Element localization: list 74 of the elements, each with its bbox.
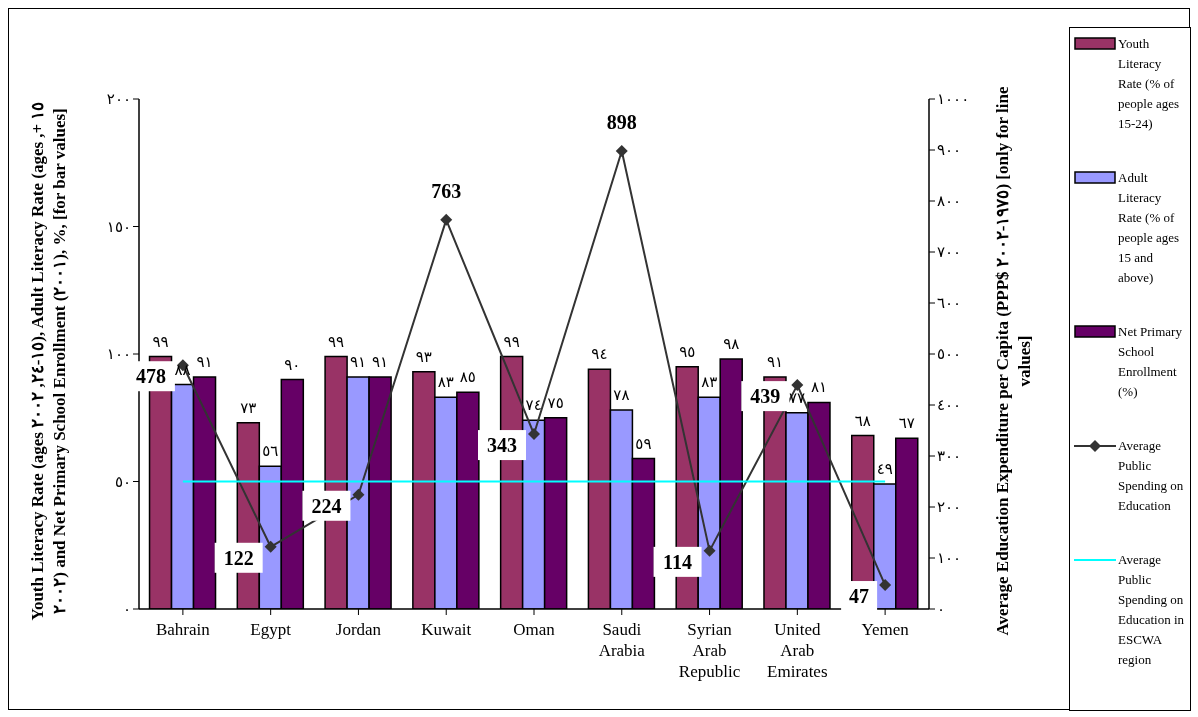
data-label: ٧٤ xyxy=(525,396,542,415)
y-tick-label: ٠ xyxy=(122,600,131,619)
data-label: 47 xyxy=(849,585,870,608)
data-label: ٩٣ xyxy=(415,347,432,366)
data-label: ٥٦ xyxy=(262,442,279,461)
point xyxy=(615,145,628,158)
legend-label: Youth Literacy Rate (% of people ages 15-24) xyxy=(1118,35,1180,133)
y2-tick-label: ٦٠٠ xyxy=(937,294,962,313)
point xyxy=(264,540,277,553)
x-tick-label: Bahrain xyxy=(155,620,211,639)
data-label: ٦٨ xyxy=(854,411,871,430)
x-tick-label: Kuwait xyxy=(421,620,472,639)
data-label: 224 xyxy=(311,494,342,517)
y-tick-label: ١٠٠ xyxy=(106,345,131,364)
data-label: 898 xyxy=(606,111,637,134)
data-label: 343 xyxy=(487,434,517,457)
data-label: ٦٧ xyxy=(898,414,915,433)
y2-tick-label: ٨٠٠ xyxy=(937,192,962,211)
y2-tick-label: ١٠٠ xyxy=(937,549,962,568)
data-label: ٧٥ xyxy=(547,393,564,412)
data-label: ٤٩ xyxy=(876,460,893,479)
x-tick-label: Jordan xyxy=(335,620,382,639)
data-label: ٩١ xyxy=(766,352,784,371)
x-tick-label: Oman xyxy=(513,620,556,639)
y2-tick-label: ٩٠٠ xyxy=(937,141,962,160)
point xyxy=(879,579,892,592)
data-label: 122 xyxy=(223,546,254,569)
y-tick-label: ٢٠٠ xyxy=(106,90,131,109)
legend-label: Net Primary School Enrollment (%) xyxy=(1118,323,1183,401)
x-tick-label: Saudi Arabia xyxy=(598,620,646,660)
point xyxy=(440,213,453,226)
data-label: ٨١ xyxy=(810,378,828,397)
point xyxy=(352,488,365,501)
y2-tick-label: ٣٠٠ xyxy=(937,447,962,466)
data-label: ٩١ xyxy=(196,352,213,371)
point xyxy=(528,428,540,441)
y-tick-label: ١٥٠ xyxy=(106,217,131,236)
data-label: ٩٥ xyxy=(679,342,696,361)
point xyxy=(703,544,716,557)
y2-tick-label: ٧٠٠ xyxy=(937,243,962,262)
data-label: 114 xyxy=(663,550,693,573)
data-label: ٧٨ xyxy=(613,386,630,405)
legend-label: Adult Literacy Rate (% of people ages 15 and above) xyxy=(1118,169,1180,287)
data-label: 439 xyxy=(750,385,781,408)
data-label: ٧٣ xyxy=(240,398,257,417)
data-label: ٩٩ xyxy=(503,332,520,351)
y2-tick-label: ٢٠٠ xyxy=(937,498,962,517)
y2-tick-label: ٥٠٠ xyxy=(937,345,962,364)
y-axis-title: Youth Literacy Rate (ages ١٥-٢٤, ٢٠٠٢), Adult Literacy Rate (ages ١٥ +, ٢٠٠٢) and Net Primary School Enrollment (٢٠٠١), %, [for bar values] xyxy=(27,100,70,623)
y2-tick-label: ١٠٠٠ xyxy=(937,90,970,109)
data-label: ٩٤ xyxy=(591,345,608,364)
data-label: ٩٩ xyxy=(152,332,169,351)
x-tick-label: United Arab Emirates xyxy=(767,620,828,681)
y2-tick-label: ٠ xyxy=(937,600,946,619)
data-label: ٩٩ xyxy=(328,332,345,351)
y2-tick-label: ٤٠٠ xyxy=(937,396,962,415)
data-label: ٨٣ xyxy=(701,373,718,392)
data-label: ٩٠ xyxy=(284,355,301,374)
data-label: ٩١ xyxy=(350,352,367,371)
data-label: 478 xyxy=(135,365,166,388)
y2-axis-title: Average Education Expenditure per Capita (PPP$ ١٩٧٥-٢٠٠٢) [only for line values] xyxy=(992,85,1035,638)
legend-label: Average Public Spending on Education in ESCWA region xyxy=(1118,551,1186,669)
point xyxy=(791,379,804,392)
legend-label: Average Public Spending on Education xyxy=(1118,437,1185,515)
x-tick-label: Yemen xyxy=(861,620,910,639)
data-label: ٩١ xyxy=(372,352,389,371)
x-tick-label: Syrian Arab Republic xyxy=(678,620,741,681)
data-label: ٩٨ xyxy=(723,335,740,354)
data-label: ٥٩ xyxy=(635,434,652,453)
data-label: ٨٥ xyxy=(459,368,476,387)
x-tick-label: Egypt xyxy=(250,620,292,639)
y-tick-label: ٥٠ xyxy=(114,472,131,491)
data-label: 763 xyxy=(431,179,462,202)
data-label: ٨٣ xyxy=(437,373,454,392)
